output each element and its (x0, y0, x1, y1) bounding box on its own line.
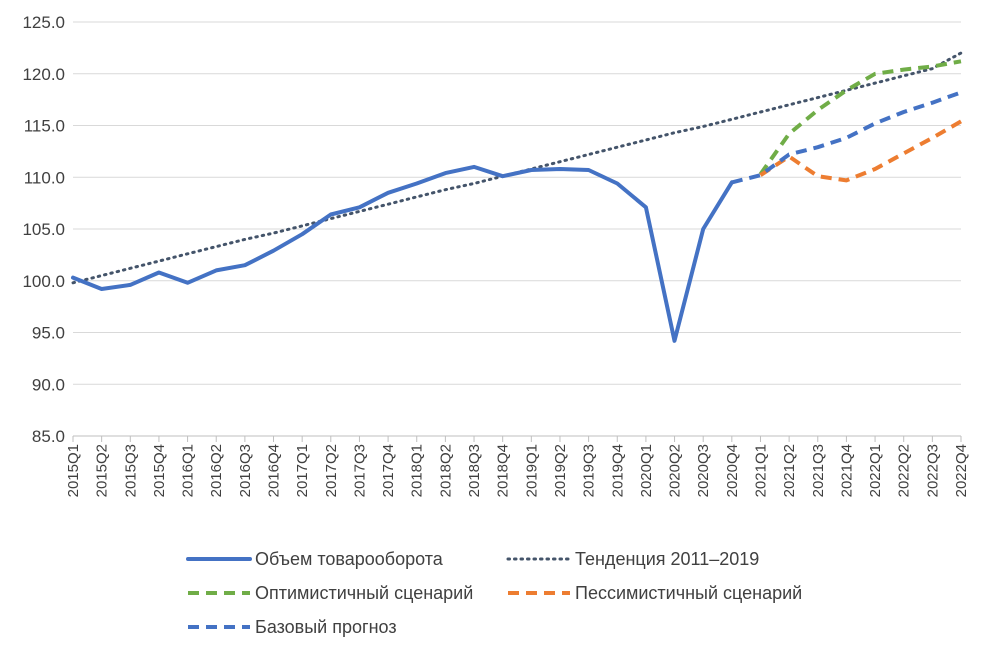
x-tick-label: 2022Q3 (924, 444, 941, 497)
x-tick-label: 2018Q1 (409, 444, 426, 497)
x-tick-label: 2020Q4 (724, 444, 741, 497)
x-tick-label: 2016Q3 (237, 444, 254, 497)
x-tick-label: 2016Q4 (266, 444, 283, 497)
x-tick-label: 2022Q4 (953, 444, 970, 497)
y-tick-label: 125.0 (22, 13, 65, 32)
series-line-4 (731, 90, 962, 185)
x-tick-label: 2019Q4 (609, 444, 626, 497)
legend-label: Оптимистичный сценарий (255, 583, 473, 603)
x-tick-label: 2021Q1 (752, 444, 769, 497)
x-tick-label: 2022Q1 (867, 444, 884, 497)
legend-label: Объем товарооборота (255, 549, 444, 569)
x-tick-label: 2020Q1 (638, 444, 655, 497)
gridlines (73, 21, 961, 385)
x-tick-label: 2015Q1 (65, 444, 82, 497)
legend-label: Тенденция 2011–2019 (575, 549, 759, 569)
x-tick-label: 2018Q4 (495, 444, 512, 497)
x-tick-label: 2017Q4 (380, 444, 397, 497)
x-tick-label: 2016Q2 (208, 444, 225, 497)
y-tick-label: 95.0 (32, 324, 65, 343)
series-line-1 (71, 51, 963, 285)
x-tick-label: 2017Q1 (294, 444, 311, 497)
y-tick-label: 120.0 (22, 65, 65, 84)
x-tick-label: 2016Q1 (180, 444, 197, 497)
series-line-2 (758, 59, 962, 176)
y-tick-label: 105.0 (22, 220, 65, 239)
x-tick-label: 2017Q3 (351, 444, 368, 497)
x-tick-label: 2017Q2 (323, 444, 340, 497)
y-tick-label: 90.0 (32, 375, 65, 394)
legend-label: Базовый прогноз (255, 617, 397, 637)
x-tick-label: 2019Q1 (523, 444, 540, 497)
x-tick-label: 2015Q3 (122, 444, 139, 497)
legend: Объем товарооборота Тенденция 2011–2019 Оп… (186, 549, 802, 637)
x-tick-label: 2015Q4 (151, 444, 168, 497)
y-tick-label: 110.0 (24, 168, 65, 187)
x-tick-label: 2020Q2 (667, 444, 684, 497)
x-axis: 2015Q1 2015Q2 2015Q3 2015Q4 2016Q1 2016Q2 2016… (65, 435, 970, 497)
series-line-0 (71, 164, 734, 343)
x-tick-label: 2021Q3 (810, 444, 827, 497)
legend-label: Пессимистичный сценарий (575, 583, 802, 603)
x-tick-label: 2021Q4 (838, 444, 855, 497)
x-tick-label: 2021Q2 (781, 444, 798, 497)
series-line-3 (759, 119, 962, 183)
y-tick-label: 115.0 (24, 117, 65, 136)
x-tick-label: 2019Q2 (552, 444, 569, 497)
series-lines (71, 51, 963, 343)
x-tick-label: 2018Q3 (466, 444, 483, 497)
x-tick-label: 2019Q3 (581, 444, 598, 497)
x-tick-label: 2022Q2 (896, 444, 913, 497)
x-tick-label: 2018Q2 (437, 444, 454, 497)
x-tick-label: 2020Q3 (695, 444, 712, 497)
x-tick-label: 2015Q2 (94, 444, 111, 497)
y-tick-label: 100.0 (22, 272, 65, 291)
y-axis: 125.0 120.0 115.0 110.0 105.0 100.0 95.0 90.0 85… (22, 13, 65, 446)
y-tick-label: 85.0 (32, 427, 65, 446)
